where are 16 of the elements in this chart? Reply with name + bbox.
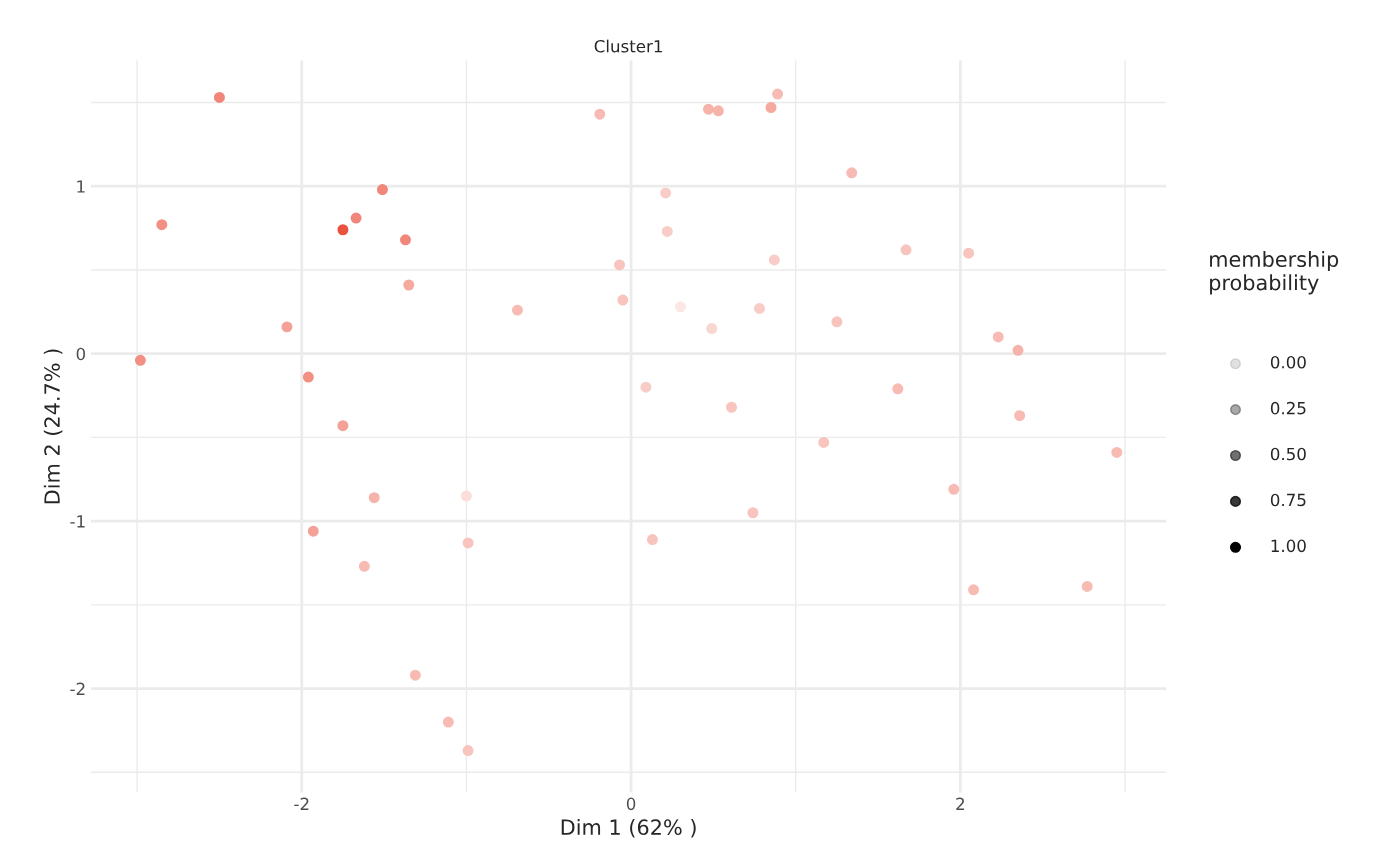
chart-title: Cluster1 <box>594 39 662 53</box>
y-axis-title: Dim 2 (24.7% ) <box>43 349 63 504</box>
x-tick-label: 2 <box>956 797 965 810</box>
x-tick-label: 0 <box>626 797 636 811</box>
y-tick-label: -2 <box>70 682 85 695</box>
y-tick-label: -1 <box>70 515 85 528</box>
text: 0.00 <box>1270 355 1306 369</box>
text: 0.25 <box>1270 401 1306 415</box>
y-tick-label: 1 <box>77 180 85 193</box>
text: membership probability <box>1210 250 1339 295</box>
text: 0.50 <box>1270 447 1306 461</box>
x-tick-label: -2 <box>294 797 309 810</box>
text: 0.75 <box>1270 493 1306 507</box>
x-axis-title: Dim 1 (62% ) <box>561 818 696 838</box>
y-tick-label: 0 <box>76 347 86 361</box>
text: 1.00 <box>1271 539 1306 553</box>
